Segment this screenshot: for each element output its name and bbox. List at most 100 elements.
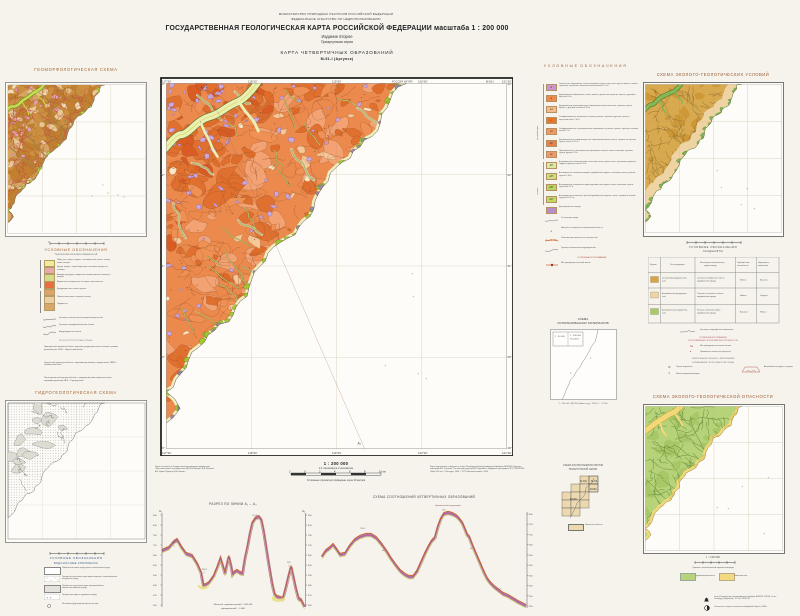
svg-text:Склоновый денудационный: Склоновый денудационный bbox=[662, 277, 686, 280]
svg-text:121°20′: 121°20′ bbox=[502, 451, 512, 455]
svg-text:51°: 51° bbox=[508, 264, 512, 268]
svg-text:Высокая: Высокая bbox=[760, 280, 768, 282]
svg-text:720: 720 bbox=[153, 545, 157, 547]
svg-text:×: × bbox=[741, 203, 743, 207]
svg-text:840: 840 bbox=[153, 525, 157, 527]
svg-text:×: × bbox=[412, 272, 414, 276]
svg-text:×: × bbox=[747, 187, 749, 191]
svg-text:А₁: А₁ bbox=[159, 509, 162, 513]
svg-text:ГК-200/2: ГК-200/2 bbox=[570, 339, 579, 341]
svg-text:8: 8 bbox=[364, 470, 366, 474]
svg-text:2: 2 bbox=[289, 470, 291, 474]
svg-text:Связные и несвязные отложе-: Связные и несвязные отложе- bbox=[697, 293, 724, 295]
svg-text:840: 840 bbox=[308, 525, 312, 527]
svg-text:Высокая: Высокая bbox=[740, 312, 748, 314]
svg-text:360: 360 bbox=[308, 605, 312, 607]
svg-text:780: 780 bbox=[153, 535, 157, 537]
svg-text:морфические породы: морфические породы bbox=[697, 312, 717, 315]
svg-text:598: 598 bbox=[287, 562, 291, 564]
svg-text:×: × bbox=[117, 193, 119, 197]
svg-text:49°: 49° bbox=[508, 446, 512, 450]
svg-text:420: 420 bbox=[153, 595, 157, 597]
svg-text:660: 660 bbox=[153, 555, 157, 557]
svg-text:Низкая: Низкая bbox=[760, 312, 766, 314]
svg-text:Скальные интрузивные и мета-: Скальные интрузивные и мета- bbox=[697, 278, 725, 280]
svg-text:×: × bbox=[721, 186, 723, 190]
svg-text:600: 600 bbox=[308, 565, 312, 567]
svg-text:650: 650 bbox=[529, 545, 533, 547]
svg-text:420: 420 bbox=[308, 595, 312, 597]
svg-text:754,2: 754,2 bbox=[252, 515, 258, 517]
svg-text:118°20′: 118°20′ bbox=[248, 80, 258, 84]
svg-text:×: × bbox=[385, 364, 387, 368]
svg-text:Рыхлые отложения террас: Рыхлые отложения террас bbox=[697, 310, 721, 312]
svg-text:+ +: + + bbox=[46, 595, 52, 600]
svg-text:морфические породы: морфические породы bbox=[697, 295, 717, 298]
svg-text:0: 0 bbox=[304, 470, 306, 474]
svg-text:480: 480 bbox=[153, 585, 157, 587]
svg-text:53°: 53° bbox=[161, 82, 165, 86]
svg-text:×: × bbox=[742, 485, 744, 489]
svg-text:53°: 53° bbox=[508, 82, 512, 86]
svg-text:900: 900 bbox=[153, 515, 157, 517]
svg-text:51°: 51° bbox=[161, 264, 165, 268]
svg-text:способность: способность bbox=[737, 265, 749, 267]
svg-text:×: × bbox=[418, 372, 420, 376]
svg-text:ad: ad bbox=[382, 550, 384, 552]
svg-text:1 : 50 000: 1 : 50 000 bbox=[555, 336, 566, 338]
svg-text:ный: ный bbox=[662, 312, 665, 315]
svg-text:500: 500 bbox=[529, 575, 533, 577]
svg-text:350: 350 bbox=[529, 606, 533, 608]
svg-text:N-50: N-50 bbox=[580, 479, 587, 483]
svg-text:0: 0 bbox=[48, 241, 50, 244]
svg-text:Тип ландшафта: Тип ландшафта bbox=[670, 263, 686, 266]
svg-text:Индекс: Индекс bbox=[650, 264, 657, 266]
svg-text:Аллювиальный денудацион-: Аллювиальный денудацион- bbox=[662, 292, 688, 295]
svg-text:52°: 52° bbox=[161, 173, 165, 177]
svg-text:×: × bbox=[413, 295, 415, 299]
svg-text:Низкая: Низкая bbox=[740, 295, 746, 297]
svg-text:450: 450 bbox=[529, 586, 533, 588]
svg-text:×: × bbox=[570, 372, 572, 375]
svg-text:×: × bbox=[754, 207, 756, 211]
svg-text:×: × bbox=[91, 194, 93, 198]
svg-text:группы пород: группы пород bbox=[704, 265, 717, 267]
svg-text:780: 780 bbox=[308, 535, 312, 537]
svg-text:360: 360 bbox=[153, 605, 157, 607]
svg-text:748: 748 bbox=[442, 510, 446, 512]
svg-text:550: 550 bbox=[529, 565, 533, 567]
svg-text:А₂: А₂ bbox=[302, 509, 306, 513]
svg-text:Средняя: Средняя bbox=[760, 295, 768, 297]
svg-text:600: 600 bbox=[529, 555, 533, 557]
svg-text:изменения: изменения bbox=[758, 265, 768, 267]
svg-text:52°: 52° bbox=[508, 173, 512, 177]
svg-text:Направленн.: Направленн. bbox=[758, 262, 770, 264]
svg-text:×: × bbox=[590, 357, 592, 360]
svg-text:dp: dp bbox=[470, 548, 473, 550]
svg-text:117°20′: 117°20′ bbox=[162, 451, 172, 455]
svg-text:900: 900 bbox=[308, 515, 312, 517]
svg-text:600: 600 bbox=[153, 565, 157, 567]
svg-text:1 : 200 000: 1 : 200 000 bbox=[570, 335, 582, 337]
svg-text:118°20′: 118°20′ bbox=[248, 451, 258, 455]
svg-text:540: 540 bbox=[153, 575, 157, 577]
svg-text:N-51: N-51 bbox=[591, 479, 598, 483]
svg-text:M-51: M-51 bbox=[590, 487, 597, 491]
svg-text:700: 700 bbox=[529, 534, 533, 536]
svg-text:×: × bbox=[768, 476, 770, 480]
svg-text:119°20′: 119°20′ bbox=[332, 80, 342, 84]
svg-text:2: 2 bbox=[319, 470, 321, 474]
svg-text:750: 750 bbox=[529, 524, 533, 526]
svg-text:a: a bbox=[500, 588, 502, 590]
svg-text:480: 480 bbox=[308, 585, 312, 587]
svg-text:800: 800 bbox=[529, 514, 533, 516]
svg-text:×: × bbox=[107, 191, 109, 195]
svg-text:Низкая: Низкая bbox=[740, 280, 746, 282]
svg-text:+: + bbox=[550, 229, 553, 234]
svg-text:×: × bbox=[123, 195, 125, 199]
svg-text:4: 4 bbox=[334, 470, 336, 474]
svg-text:ный: ный bbox=[662, 295, 665, 298]
svg-text:Сорбционная: Сорбционная bbox=[737, 262, 750, 264]
svg-text:A₁: A₁ bbox=[201, 86, 205, 90]
svg-text:РОССИЯ КИТАЙ: РОССИЯ КИТАЙ bbox=[392, 80, 412, 84]
